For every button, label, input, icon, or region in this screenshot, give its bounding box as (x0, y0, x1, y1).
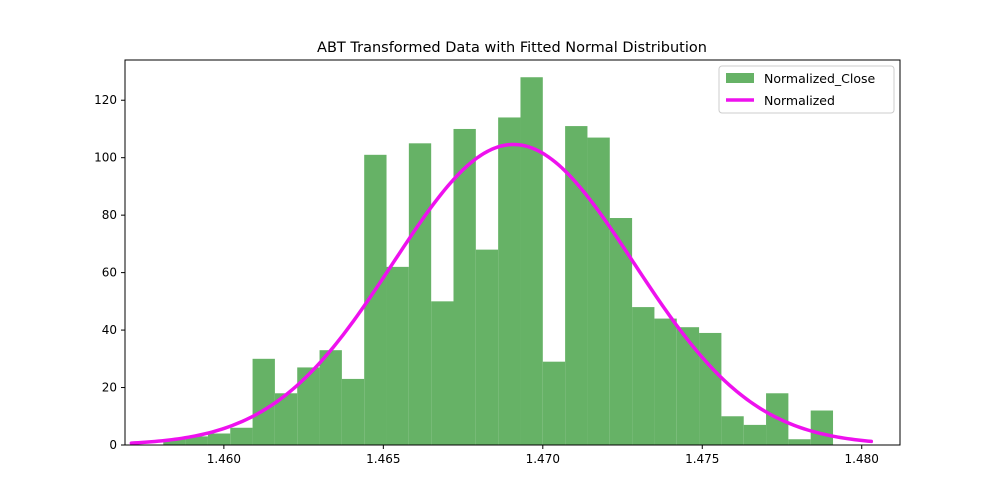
histogram-bar (565, 126, 588, 445)
chart-title: ABT Transformed Data with Fitted Normal … (317, 40, 707, 56)
histogram-bar (542, 361, 566, 445)
histogram-bar (810, 410, 834, 445)
y-tick-label: 20 (102, 381, 117, 395)
histogram-bar (676, 327, 700, 445)
histogram-bar (364, 154, 387, 445)
histogram-bar (743, 424, 767, 445)
histogram-bar (453, 128, 476, 445)
histogram-bar (274, 393, 298, 445)
legend-label-normalized-close: Normalized_Close (764, 71, 875, 86)
histogram-bar (431, 301, 454, 445)
y-tick-label: 40 (102, 323, 117, 337)
histogram-bar (609, 218, 633, 445)
x-tick-label: 1.470 (526, 452, 560, 466)
legend-label-normalized: Normalized (764, 93, 835, 108)
histogram-bars (163, 77, 834, 446)
histogram-bar (788, 439, 811, 445)
x-axis: 1.460 1.465 1.470 1.475 1.480 (207, 445, 879, 466)
histogram-bar (163, 439, 186, 445)
histogram-bar (185, 436, 208, 445)
histogram-bar (230, 427, 253, 445)
y-axis: 0 20 40 60 80 100 120 (94, 93, 125, 452)
x-tick-label: 1.475 (685, 452, 719, 466)
histogram-bar (207, 433, 231, 445)
y-tick-label: 80 (102, 208, 117, 222)
y-tick-label: 60 (102, 266, 117, 280)
legend-swatch-normalized-close (726, 73, 754, 83)
series-line-normalized (129, 142, 874, 445)
histogram-bar (319, 350, 342, 445)
x-tick-label: 1.460 (207, 452, 241, 466)
histogram-bar (498, 117, 521, 446)
plot-frame (124, 59, 901, 446)
histogram-bar (297, 367, 320, 445)
histogram-bar (475, 249, 499, 445)
y-tick-label: 100 (94, 151, 117, 165)
histogram-bar (408, 143, 432, 445)
histogram-bar (341, 378, 365, 445)
y-tick-label: 0 (109, 438, 117, 452)
histogram-bar (252, 358, 275, 445)
histogram-bar (632, 307, 655, 445)
histogram-bar (386, 266, 409, 445)
histogram-bar (587, 137, 610, 445)
histogram-bar (699, 332, 722, 445)
legend-box (718, 65, 895, 114)
legend: Normalized_Close Normalized (718, 65, 895, 114)
x-tick-label: 1.480 (845, 452, 879, 466)
x-tick-label: 1.465 (366, 452, 400, 466)
histogram-bar (520, 77, 543, 446)
histogram-bar (654, 318, 677, 445)
histogram-bar (721, 416, 744, 445)
y-tick-label: 120 (94, 93, 117, 107)
